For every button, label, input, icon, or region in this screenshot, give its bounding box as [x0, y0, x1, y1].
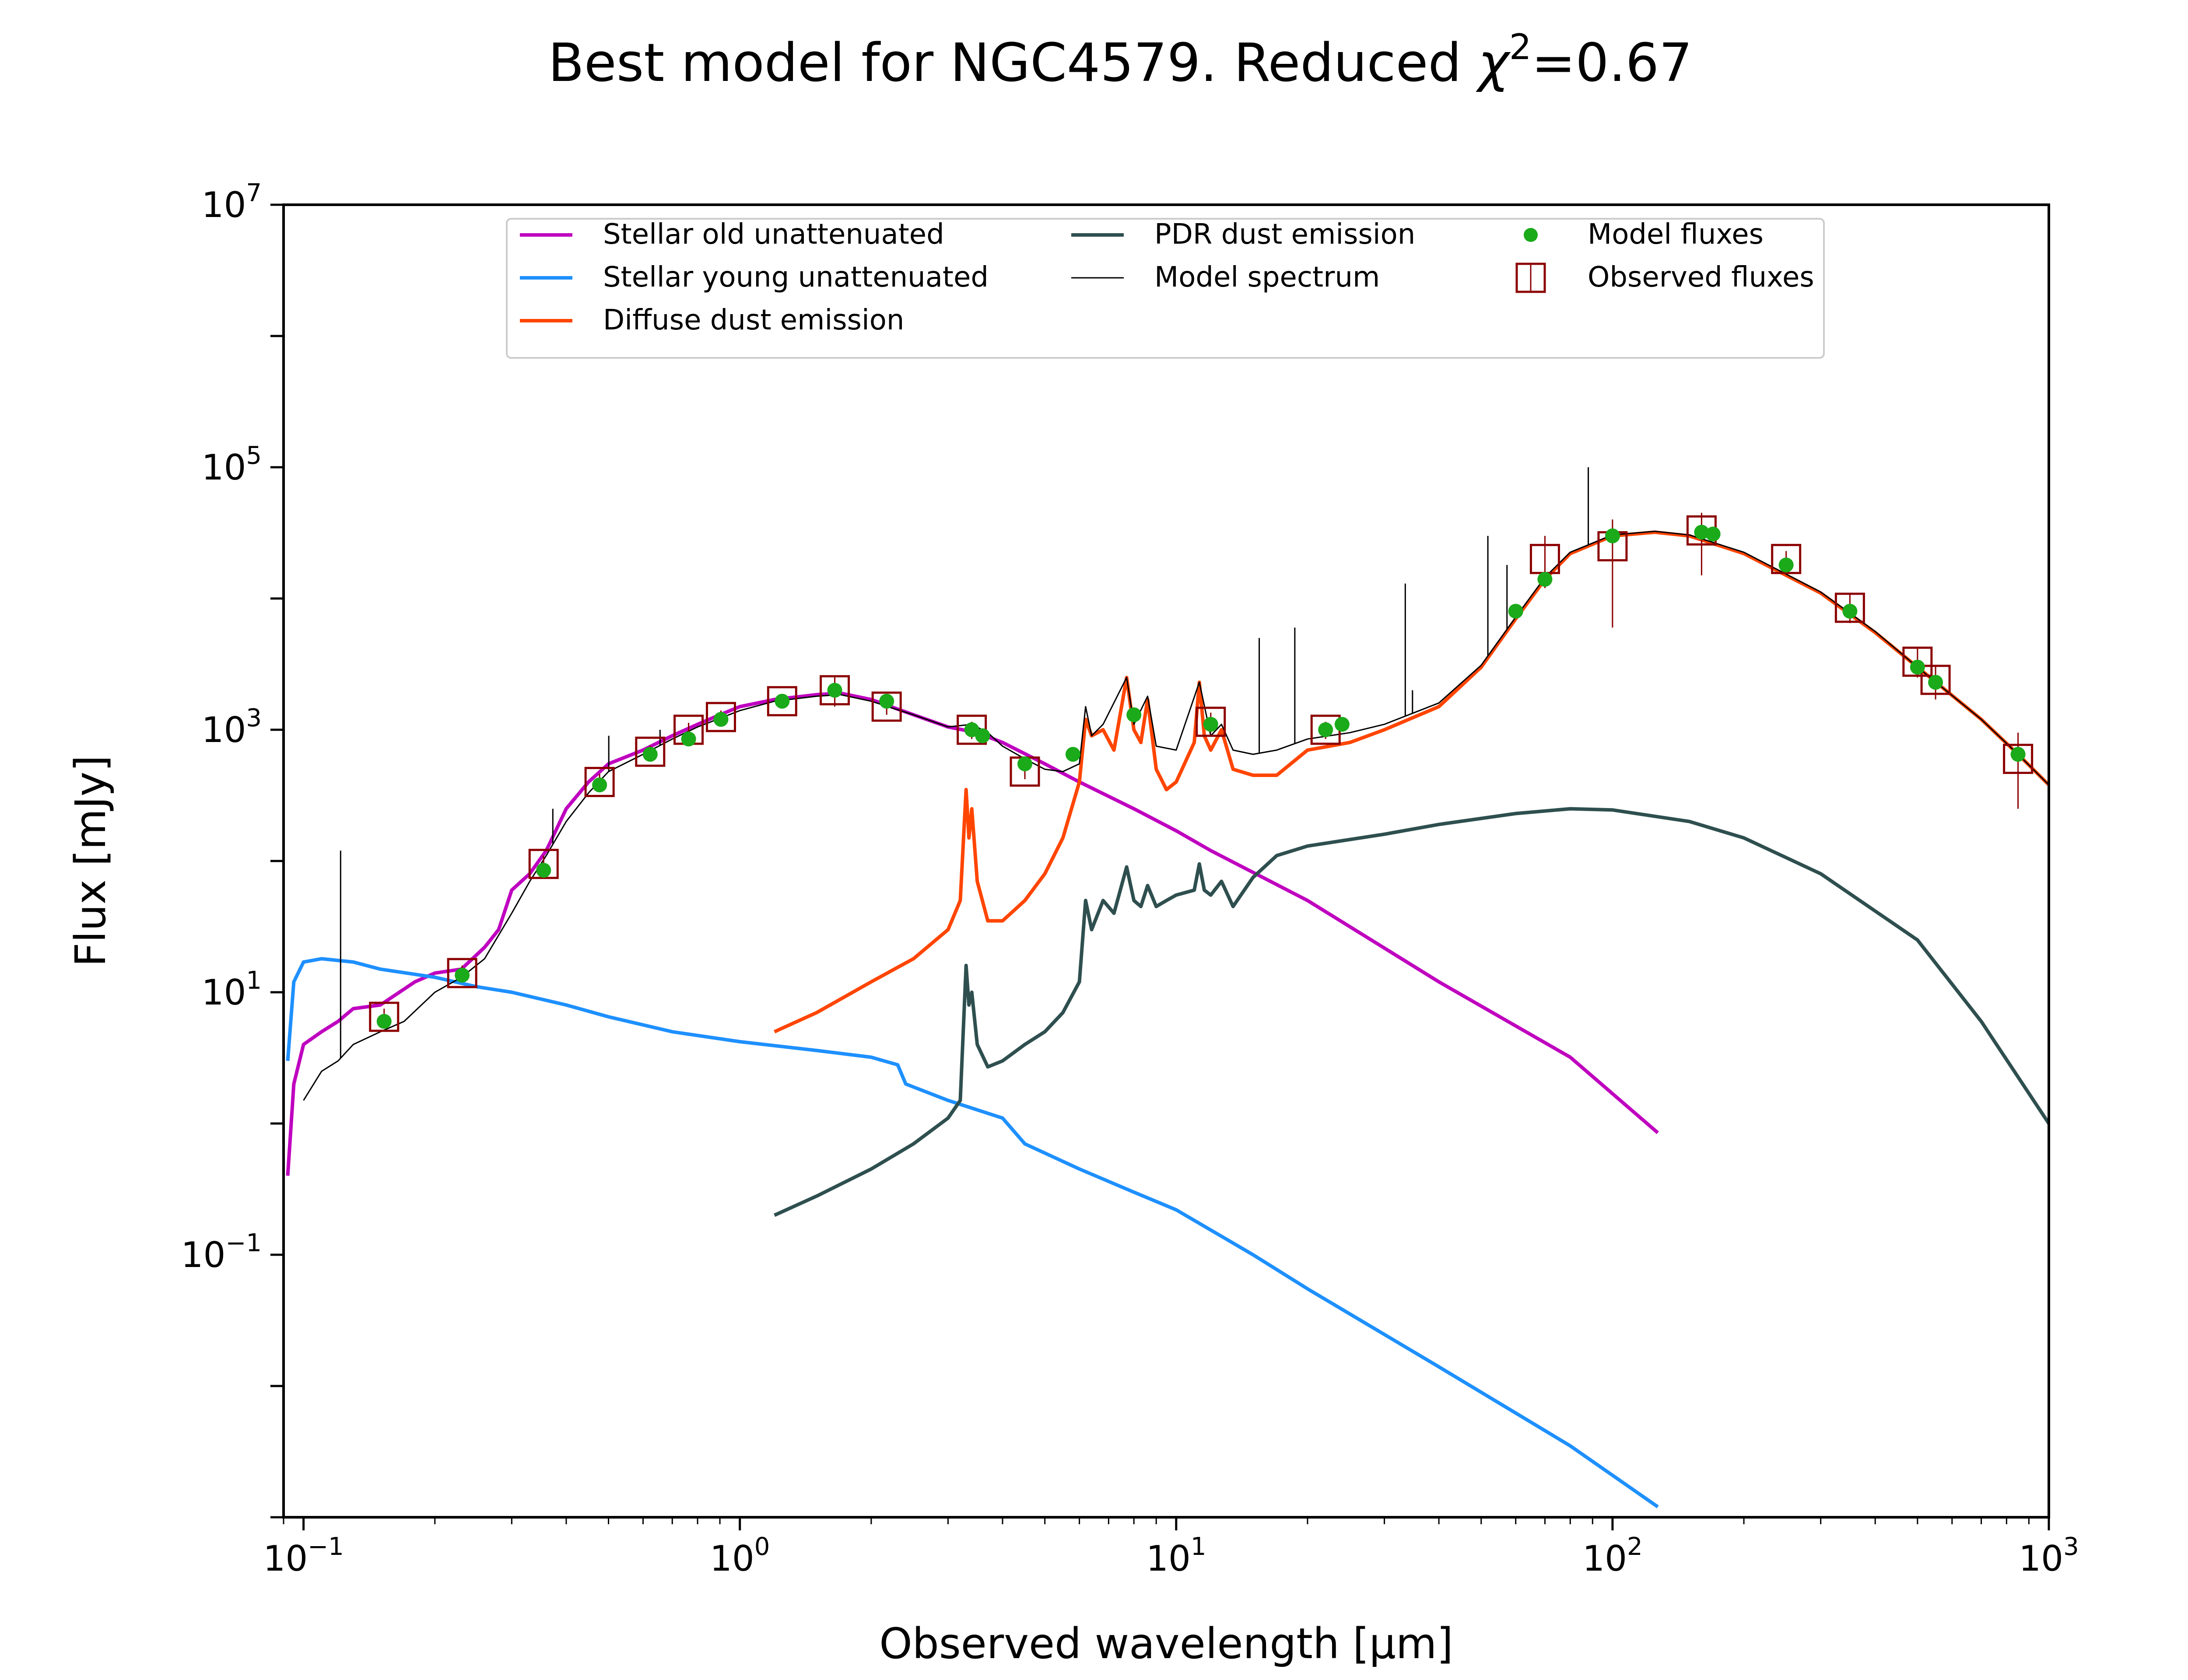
y-tick-label-2: 103 [202, 704, 262, 750]
legend: Stellar old unattenuated Stellar young un… [506, 218, 1825, 359]
legend-swatch-5 [1524, 228, 1538, 242]
legend-label-1: Stellar young unattenuated [603, 261, 989, 294]
model-flux-point-3 [592, 777, 607, 793]
observed-flux-marker-21 [2003, 744, 2034, 774]
model-flux-point-19 [1537, 572, 1553, 587]
y-tick-label-4: 107 [202, 179, 262, 225]
model-flux-point-10 [964, 722, 979, 737]
observed-flux-marker-9 [871, 691, 902, 722]
observed-flux-marker-18 [1834, 592, 1865, 623]
series-line-4 [303, 530, 2049, 1101]
model-flux-point-9 [879, 693, 894, 709]
model-flux-point-18 [1508, 604, 1523, 619]
series-line-3 [774, 807, 2049, 1217]
legend-label-4: Model spectrum [1154, 261, 1380, 294]
observed-flux-marker-20 [1920, 665, 1951, 695]
flux-points-layer [369, 513, 2034, 1032]
model-flux-point-4 [642, 747, 658, 762]
y-tick-label-1: 101 [202, 966, 262, 1013]
legend-label-6: Observed fluxes [1588, 261, 1814, 294]
observed-flux-marker-4 [635, 736, 666, 767]
series-line-0 [286, 691, 1659, 1176]
model-flux-point-22 [1705, 526, 1721, 542]
model-flux-point-12 [1017, 756, 1033, 771]
x-tick-label-2: 101 [1146, 1533, 1206, 1579]
observed-flux-marker-8 [820, 675, 850, 706]
chart-title-prefix: Best model for NGC4579. Reduced [548, 33, 1478, 94]
y-axis-label: Flux [mJy] [66, 755, 115, 967]
model-flux-point-14 [1126, 707, 1142, 722]
chart-title-suffix: =0.67 [1532, 33, 1693, 94]
model-flux-point-2 [536, 863, 551, 878]
observed-flux-marker-19 [1902, 646, 1933, 677]
chart-title-chi: χ [1476, 33, 1511, 94]
y-tick-label-0: 10−1 [181, 1229, 262, 1275]
series-layer [286, 467, 2049, 1508]
model-flux-point-27 [2010, 747, 2026, 762]
observed-flux-marker-17 [1771, 544, 1802, 574]
plot-frame [282, 203, 2050, 1519]
model-flux-point-17 [1334, 717, 1350, 732]
observed-flux-marker-1 [447, 958, 477, 988]
observed-flux-marker-2 [528, 849, 559, 879]
series-line-2 [774, 530, 2049, 1033]
model-flux-point-7 [775, 693, 790, 709]
observed-flux-marker-0 [369, 1001, 400, 1032]
chart-title: Best model for NGC4579. Reduced χ2=0.67 [548, 27, 1693, 94]
model-flux-point-13 [1065, 747, 1080, 762]
x-tick-label-4: 103 [2019, 1533, 2079, 1579]
chart-title-sup: 2 [1509, 27, 1532, 67]
x-tick-label-0: 10−1 [263, 1533, 344, 1579]
x-axis-label: Observed wavelength [μm] [879, 1619, 1453, 1668]
legend-label-2: Diffuse dust emission [603, 304, 904, 336]
observed-flux-marker-12 [1196, 707, 1226, 737]
legend-label-0: Stellar old unattenuated [603, 218, 944, 251]
model-flux-point-8 [827, 682, 842, 698]
series-line-1 [286, 957, 1659, 1508]
model-flux-point-5 [681, 732, 696, 747]
model-flux-point-15 [1203, 717, 1218, 732]
axes-ticks: 10−1 100 101 102 103 10−1 101 103 105 107 [181, 179, 2079, 1579]
model-flux-point-6 [713, 712, 729, 727]
legend-box [506, 218, 1825, 359]
x-tick-label-3: 102 [1582, 1533, 1642, 1579]
y-tick-label-3: 105 [202, 441, 262, 488]
observed-flux-marker-3 [584, 766, 615, 797]
legend-label-3: PDR dust emission [1154, 218, 1415, 251]
model-flux-point-11 [975, 728, 990, 743]
model-flux-point-0 [376, 1014, 392, 1029]
x-tick-label-1: 100 [710, 1533, 770, 1579]
model-flux-point-26 [1928, 675, 1943, 690]
model-flux-point-20 [1605, 528, 1620, 543]
model-flux-point-24 [1842, 604, 1858, 619]
model-flux-point-25 [1910, 659, 1925, 675]
observed-flux-marker-6 [705, 702, 736, 732]
model-flux-point-23 [1778, 557, 1794, 573]
legend-label-5: Model fluxes [1588, 218, 1764, 251]
model-flux-point-1 [455, 967, 470, 983]
model-flux-point-16 [1318, 722, 1333, 737]
observed-flux-marker-7 [767, 686, 797, 717]
model-flux-point-21 [1694, 525, 1709, 540]
